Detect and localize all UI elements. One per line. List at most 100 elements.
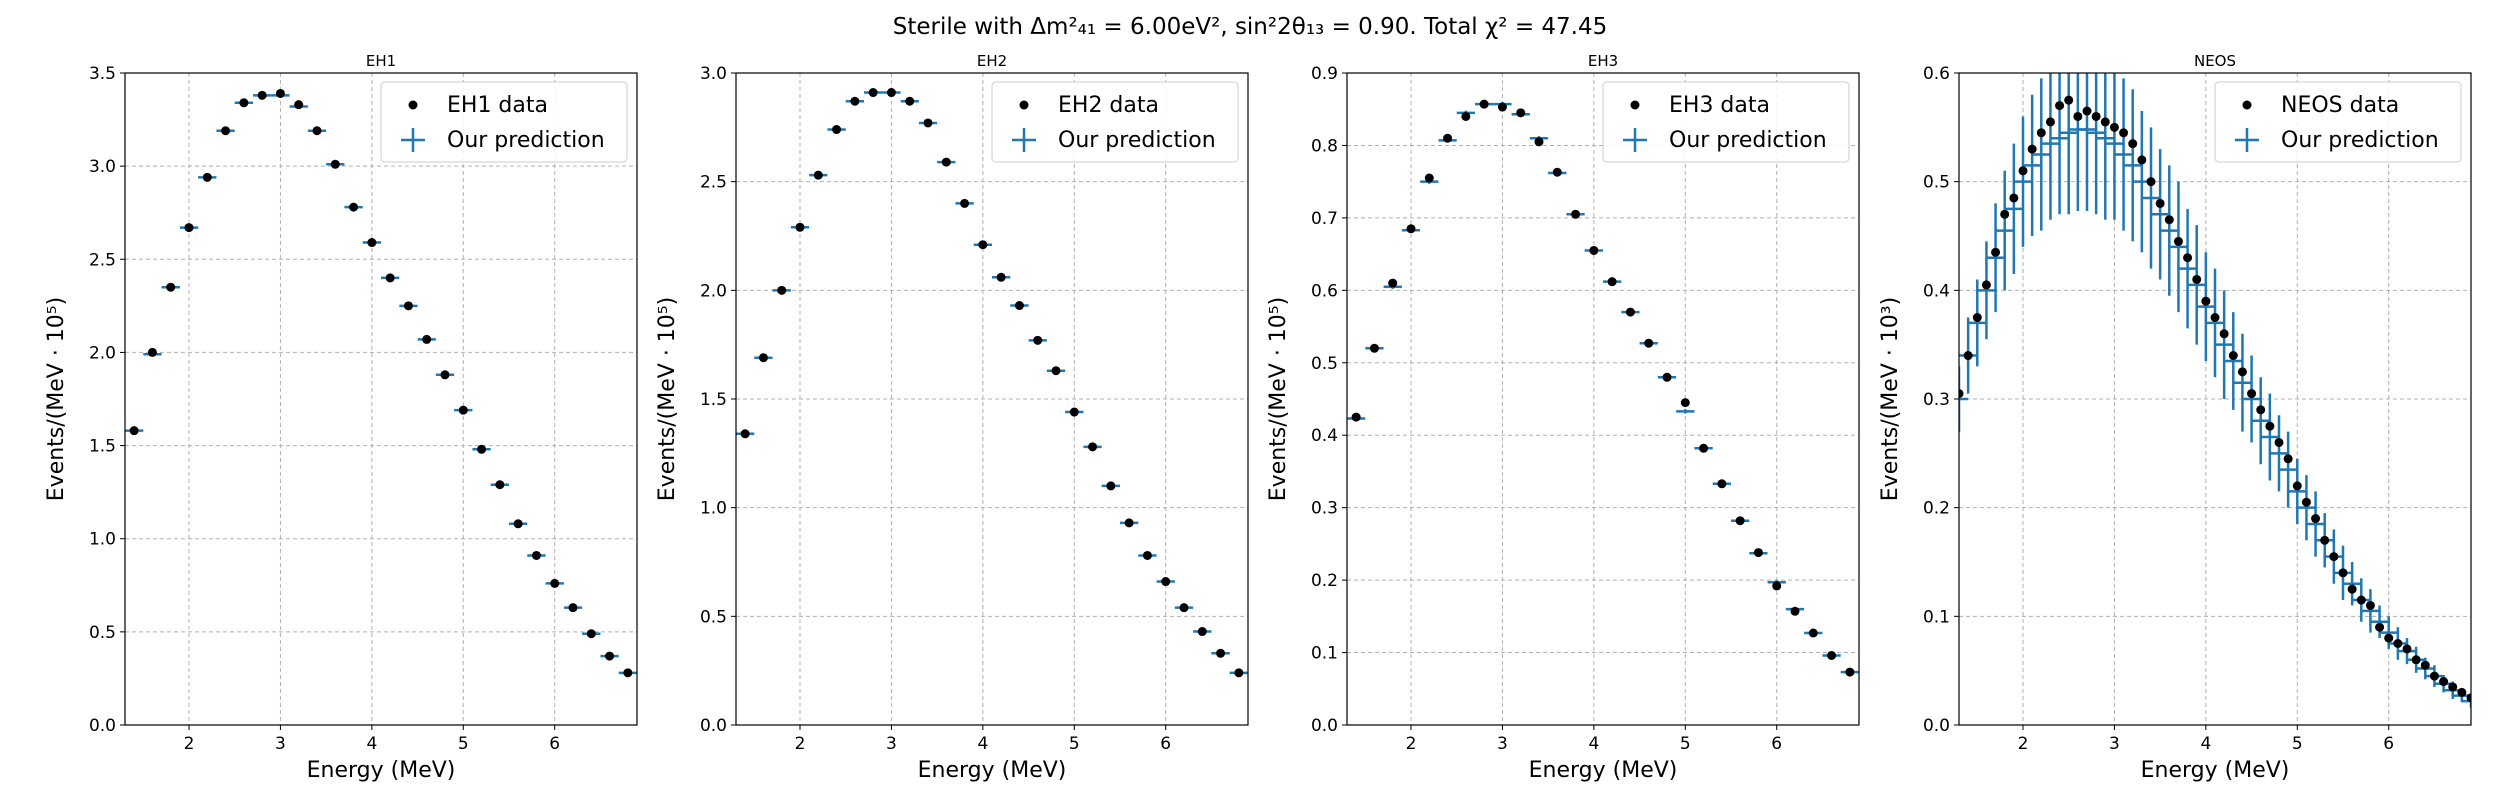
data-point: [1033, 335, 1043, 345]
data-point: [2448, 682, 2458, 692]
data-point: [1497, 102, 1507, 112]
data-point: [275, 88, 285, 98]
data-point: [2265, 421, 2275, 431]
data-point: [294, 100, 304, 110]
x-tick-label: 3: [275, 734, 286, 754]
data-point: [2018, 166, 2028, 176]
legend: EH1 data Our prediction: [380, 81, 628, 163]
data-point: [740, 429, 750, 439]
data-point: [403, 301, 413, 311]
data-point: [495, 480, 505, 490]
data-point: [166, 282, 176, 292]
data-point: [2109, 122, 2119, 132]
y-tick-label: 1.0: [700, 499, 727, 519]
legend-label-prediction: Our prediction: [2281, 128, 2439, 153]
data-point: [2393, 639, 2403, 648]
data-point: [886, 88, 896, 98]
y-tick-label: 2.0: [89, 343, 116, 363]
data-point: [1972, 313, 1982, 322]
x-tick-label: 2: [795, 734, 806, 754]
data-point: [2356, 595, 2366, 605]
y-tick-label: 0.5: [1311, 354, 1338, 374]
data-point: [2365, 600, 2375, 610]
data-point: [960, 198, 970, 208]
x-tick-label: 6: [2383, 734, 2394, 754]
y-tick-label: 0.1: [1311, 644, 1338, 664]
data-point: [1161, 577, 1171, 587]
data-point: [2055, 101, 2065, 111]
y-tick-label: 0.4: [1311, 426, 1338, 446]
x-tick-label: 5: [1069, 734, 1080, 754]
data-point: [440, 370, 450, 380]
legend-box: [380, 81, 628, 163]
panel-title: NEOS: [2194, 52, 2236, 70]
x-axis-label: Energy (MeV): [1529, 758, 1678, 783]
data-point: [795, 222, 805, 232]
data-point: [184, 223, 194, 233]
legend: NEOS data Our prediction: [2214, 81, 2462, 163]
data-point: [1680, 398, 1690, 408]
y-tick-label: 0.4: [1923, 281, 1950, 301]
y-tick-label: 2.5: [700, 173, 727, 193]
data-point: [2219, 329, 2229, 339]
y-tick-label: 1.5: [700, 390, 727, 410]
data-point: [2082, 106, 2092, 116]
axes-frame: [1958, 72, 2472, 726]
data-point: [2164, 215, 2174, 225]
data-point: [2256, 405, 2266, 415]
data-point: [1662, 372, 1672, 382]
data-point: [777, 285, 787, 295]
legend-label-data: EH3 data: [1669, 93, 1770, 118]
y-axis-label: Events/(MeV · 10⁵): [44, 297, 69, 501]
data-point: [1088, 442, 1098, 452]
data-point: [2027, 144, 2037, 154]
y-tick-label: 0.6: [1923, 64, 1950, 84]
axes-frame: [124, 72, 638, 726]
x-tick-label: 6: [549, 734, 560, 754]
legend-label-prediction: Our prediction: [1058, 128, 1216, 153]
legend-box: [991, 81, 1239, 163]
y-tick-label: 0.0: [1923, 716, 1950, 736]
y-tick-label: 0.8: [1311, 136, 1338, 156]
data-point: [1124, 518, 1134, 528]
data-point: [1351, 412, 1361, 422]
x-axis-label: Energy (MeV): [2141, 758, 2290, 783]
data-point: [2320, 535, 2330, 545]
x-tick-label: 2: [1406, 734, 1417, 754]
data-point: [1197, 627, 1207, 637]
data-point: [2439, 677, 2449, 687]
data-point: [586, 629, 596, 639]
x-tick-label: 4: [1588, 734, 1599, 754]
data-point: [2146, 177, 2156, 187]
panel-eh2: 2 3 4 5 6 0.0 0.5 1.0 1.5 2.0 2.5 3.0 EH2 Energy (MeV…: [655, 52, 1249, 783]
data-point: [923, 118, 933, 128]
data-point: [458, 405, 468, 415]
x-tick-label: 3: [2109, 734, 2120, 754]
data-point: [221, 126, 231, 136]
data-point: [129, 426, 139, 436]
data-point: [1461, 111, 1471, 121]
x-tick-label: 5: [2292, 734, 2303, 754]
data-point: [2292, 481, 2302, 491]
data-point: [568, 603, 578, 613]
legend-label-prediction: Our prediction: [447, 128, 605, 153]
data-point: [1142, 550, 1152, 560]
data-point: [1369, 343, 1379, 353]
data-point: [2137, 155, 2147, 165]
y-tick-label: 3.0: [89, 157, 116, 177]
y-tick-label: 0.1: [1923, 607, 1950, 627]
axes-frame: [735, 72, 1249, 726]
data-point: [1051, 366, 1061, 376]
data-point: [1179, 603, 1189, 613]
data-point: [996, 272, 1006, 282]
data-point: [1959, 389, 1964, 399]
x-tick-label: 5: [1680, 734, 1691, 754]
data-point: [2420, 660, 2430, 670]
data-point: [2311, 514, 2321, 524]
legend-box: [1602, 81, 1850, 163]
data-point: [2347, 584, 2357, 594]
y-tick-label: 0.2: [1311, 571, 1338, 591]
x-tick-label: 3: [886, 734, 897, 754]
x-tick-label: 5: [458, 734, 469, 754]
data-point: [1388, 278, 1398, 288]
